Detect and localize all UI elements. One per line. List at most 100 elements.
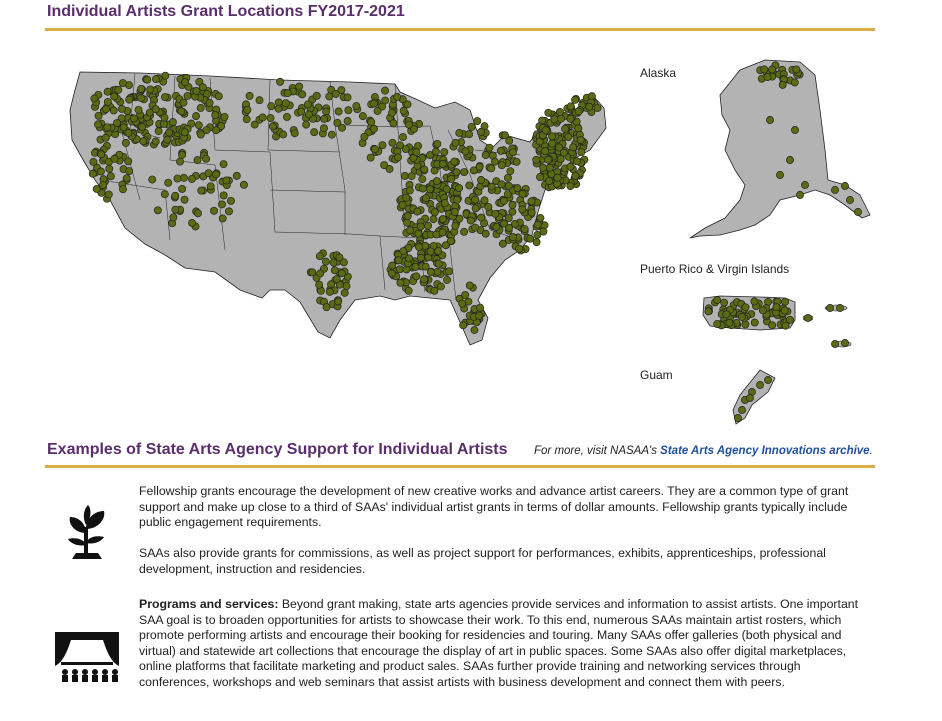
grant-location-marker: [737, 312, 746, 321]
grant-location-marker: [548, 139, 556, 148]
grant-location-marker: [373, 107, 382, 115]
grant-location-marker: [405, 254, 414, 263]
grant-location-marker: [169, 213, 178, 222]
grant-location-marker: [485, 143, 494, 152]
grant-location-marker: [750, 318, 759, 327]
grant-location-marker: [420, 275, 429, 284]
grant-location-marker: [713, 320, 722, 329]
programs-paragraph: Programs and services: Beyond grant maki…: [139, 597, 874, 690]
grant-location-marker: [176, 157, 184, 166]
grant-location-marker: [763, 73, 772, 82]
grant-location-marker: [171, 191, 180, 200]
grant-location-marker: [545, 163, 554, 172]
grant-location-marker: [422, 194, 431, 202]
grant-location-marker: [154, 127, 163, 136]
grant-location-marker: [192, 112, 201, 121]
grant-location-marker: [381, 86, 390, 95]
grant-location-marker: [854, 208, 862, 216]
grant-location-marker: [388, 138, 397, 147]
grant-location-marker: [117, 114, 126, 123]
grant-location-marker: [406, 226, 414, 235]
grant-location-marker: [137, 94, 146, 102]
grant-location-marker: [475, 162, 484, 171]
grant-location-marker: [451, 221, 460, 230]
grant-location-marker: [146, 85, 155, 94]
grant-location-marker: [539, 227, 548, 236]
grant-location-marker: [577, 148, 586, 157]
grant-location-marker: [465, 130, 474, 139]
grant-location-marker: [455, 128, 464, 137]
grant-location-marker: [151, 137, 160, 146]
grant-location-marker: [720, 298, 729, 307]
grant-location-markers: [88, 61, 862, 422]
grant-location-marker: [394, 153, 402, 162]
innovations-archive-link[interactable]: State Arts Agency Innovations archive: [660, 445, 870, 457]
grant-location-marker: [587, 92, 596, 101]
grant-location-marker: [125, 167, 134, 176]
grant-location-marker: [414, 243, 423, 251]
grant-location-marker: [477, 127, 485, 136]
grant-location-marker: [750, 297, 759, 306]
grant-location-marker: [152, 75, 160, 84]
grant-location-marker: [509, 233, 517, 242]
grant-location-marker: [786, 156, 794, 164]
grant-location-marker: [527, 197, 536, 206]
grant-location-marker: [576, 136, 585, 144]
grant-location-marker: [544, 108, 553, 117]
grant-location-marker: [274, 104, 283, 113]
grant-location-marker: [460, 168, 469, 177]
grant-location-marker: [179, 98, 188, 107]
grant-location-marker: [334, 107, 343, 116]
grant-location-marker: [764, 376, 772, 384]
grant-location-marker: [506, 167, 515, 176]
grant-location-marker: [370, 99, 378, 108]
grant-location-marker: [491, 209, 500, 218]
grant-location-marker: [297, 107, 306, 116]
grant-location-marker: [320, 114, 329, 123]
grant-location-marker: [433, 139, 442, 148]
grant-location-marker: [440, 148, 449, 157]
commissions-paragraph: SAAs also provide grants for commissions…: [139, 546, 826, 576]
grant-location-marker: [211, 111, 220, 120]
grant-location-marker: [467, 123, 476, 131]
grant-location-marker: [836, 304, 844, 312]
grant-location-marker: [555, 108, 564, 116]
grant-location-marker: [113, 119, 121, 128]
grant-location-marker: [151, 105, 160, 114]
grant-location-marker: [267, 102, 276, 111]
grant-location-marker: [412, 272, 421, 281]
theater-stage-icon: [55, 632, 119, 682]
grant-location-marker: [512, 157, 521, 166]
grant-location-marker: [276, 77, 285, 86]
grant-location-marker: [340, 288, 349, 297]
grant-location-marker: [283, 89, 292, 97]
grant-location-marker: [268, 122, 277, 131]
grant-location-marker: [124, 157, 133, 166]
grant-location-marker: [360, 132, 369, 141]
grant-location-marker: [566, 102, 575, 111]
grant-location-marker: [322, 303, 331, 312]
grant-location-marker: [295, 82, 304, 91]
grant-location-marker: [338, 123, 347, 132]
grant-location-marker: [366, 153, 375, 162]
grant-location-marker: [334, 297, 343, 306]
grant-location-marker: [179, 173, 188, 182]
grant-location-marker: [498, 239, 507, 248]
grant-location-marker: [841, 182, 849, 190]
grant-location-marker: [220, 112, 229, 121]
grant-location-marker: [325, 92, 334, 101]
grant-location-marker: [212, 170, 221, 179]
grant-location-marker: [125, 95, 134, 104]
grant-location-marker: [515, 244, 524, 253]
grant-location-marker: [325, 287, 334, 296]
grant-location-marker: [768, 321, 777, 330]
grant-location-marker: [160, 93, 169, 102]
grant-location-marker: [559, 148, 568, 157]
grant-location-marker: [433, 267, 442, 276]
grant-location-marker: [188, 219, 196, 227]
grant-location-marker: [322, 107, 331, 116]
grant-location-marker: [458, 299, 467, 308]
grant-location-marker: [105, 164, 114, 173]
programs-text: Beyond grant making, state arts agencies…: [139, 597, 859, 689]
grant-location-marker: [396, 278, 405, 287]
